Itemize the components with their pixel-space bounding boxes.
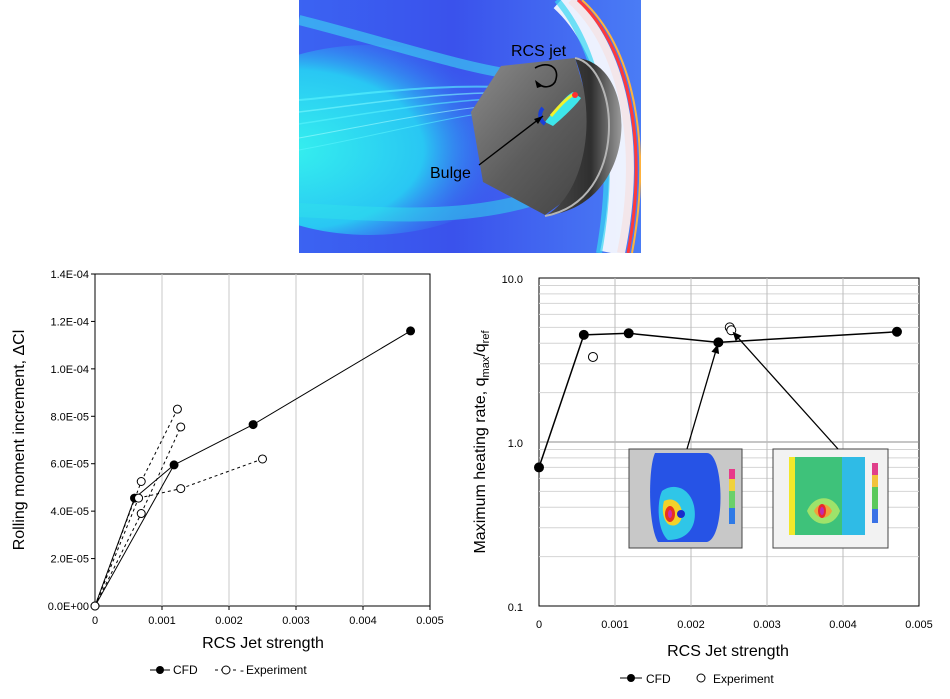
cfd-point (578, 329, 589, 340)
experiment-line-segment (140, 426, 182, 514)
y-axis-label-sub-ref: ref (480, 330, 492, 344)
curved-rotation-arrow-icon (534, 64, 558, 88)
y-axis-label-sub-max: max (480, 356, 492, 377)
y-axis-label: Rolling moment increment, ΔCl (11, 330, 28, 551)
svg-text:-: - (240, 663, 244, 677)
legend: CFD Experiment - (150, 663, 307, 677)
legend-cfd-marker (627, 674, 635, 682)
cfd-line-segment (628, 332, 719, 344)
x-tick-label: 0.002 (215, 615, 243, 627)
x-tick-label: 0.004 (349, 615, 377, 627)
experiment-line-segment (94, 497, 140, 607)
y-tick-label: 2.0E-05 (50, 554, 89, 566)
inset-surface-heating-map (628, 448, 743, 549)
experiment-point (134, 493, 144, 503)
x-axis-label: RCS Jet strength (667, 643, 789, 660)
experiment-line-segment (180, 458, 263, 490)
x-tick-label: 0.005 (416, 615, 444, 627)
experiment-point (136, 477, 146, 486)
x-tick-label: 0 (92, 615, 98, 627)
x-tick-label: 0.001 (148, 615, 176, 627)
x-tick-label: 0.005 (905, 619, 933, 631)
experiment-line-segment (138, 488, 181, 499)
x-tick-labels: 0 0.001 0.002 0.003 0.004 0.005 (92, 606, 444, 627)
experiment-line-segment (140, 408, 178, 482)
x-tick-labels: 0 0.001 0.002 0.003 0.004 0.005 (536, 619, 933, 631)
legend-cfd-label: CFD (646, 672, 671, 686)
legend-experiment-label: Experiment (713, 672, 774, 686)
legend: CFD Experiment (620, 672, 774, 686)
series-lines (538, 331, 898, 468)
y-axis-label-mid: /q (472, 343, 489, 356)
legend-cfd-marker (156, 666, 164, 674)
annotation-bulge: Bulge (430, 165, 471, 182)
experiment-line-segment (94, 513, 142, 607)
experiment-point (176, 484, 186, 494)
x-tick-label: 0.002 (677, 619, 705, 631)
experiment-point (90, 601, 100, 611)
chart-max-heating-rate: 0.1 1.0 10.0 0 0.001 0.002 0.003 0.004 0.005 RC… (472, 274, 933, 686)
inset-arrow-line (686, 348, 718, 450)
cfd-point (713, 337, 724, 348)
cfd-point (623, 328, 634, 339)
cfd-line-segment (173, 424, 254, 466)
experiment-point (587, 351, 598, 362)
cfd-point (406, 326, 416, 336)
cfd-line-segment (718, 331, 898, 344)
y-axis-label: Maximum heating rate, qmax/qref (472, 330, 492, 554)
legend-experiment-marker (696, 673, 706, 683)
x-tick-label: 0 (536, 619, 542, 631)
inset-pointer-arrows (686, 331, 839, 450)
x-tick-label: 0.003 (753, 619, 781, 631)
x-tick-label: 0.001 (601, 619, 629, 631)
series-markers (90, 326, 416, 611)
experiment-point (172, 404, 182, 414)
cfd-point (891, 326, 902, 337)
y-tick-label: 1.2E-04 (50, 316, 89, 328)
x-tick-label: 0.004 (829, 619, 857, 631)
capsule-rcs-jet-rendering: RCS jet Bulge (299, 0, 641, 253)
cfd-line-segment (134, 464, 175, 499)
cfd-point (248, 420, 258, 430)
x-axis-label: RCS Jet strength (202, 635, 324, 652)
inset-flowfield-heating-map (772, 448, 889, 549)
grid-lines (161, 274, 364, 606)
x-tick-label: 0.003 (282, 615, 310, 627)
y-tick-label: 1.0E-04 (50, 364, 89, 376)
experiment-point (176, 422, 186, 432)
y-tick-label: 0.1 (508, 602, 523, 614)
inset-arrow-line (735, 335, 839, 450)
experiment-point (136, 509, 146, 519)
chart-rolling-moment: 0.0E+00 2.0E-05 4.0E-05 6.0E-05 8.0E-05 1.0E-… (11, 269, 444, 677)
y-tick-labels: 0.0E+00 2.0E-05 4.0E-05 6.0E-05 8.0E-05 1.0E-… (48, 269, 95, 613)
cfd-line-segment (252, 330, 411, 426)
series-lines (94, 330, 411, 607)
inset-arrow-head (711, 344, 720, 355)
legend-cfd-label: CFD (173, 663, 198, 677)
plot-area-frame (94, 273, 431, 607)
cfd-point (534, 462, 544, 473)
y-axis-label-base: Maximum heating rate, q (472, 377, 489, 553)
experiment-point (258, 454, 267, 464)
annotation-rcs-jet: RCS jet (511, 43, 567, 60)
inset-arrow-head (732, 331, 742, 342)
series-markers (534, 322, 902, 473)
cfd-line-segment (583, 332, 629, 336)
y-tick-label: 10.0 (502, 274, 523, 286)
grid-lines (539, 278, 919, 606)
y-tick-label: 8.0E-05 (50, 411, 89, 423)
y-tick-label: 6.0E-05 (50, 459, 89, 471)
y-tick-label: 1.4E-04 (50, 269, 89, 281)
y-tick-label: 1.0 (508, 438, 523, 450)
cfd-line-segment (538, 334, 585, 468)
cfd-point (169, 460, 179, 470)
cfd-line-segment (94, 464, 175, 607)
y-tick-label: 0.0E+00 (48, 601, 89, 613)
y-tick-labels: 0.1 1.0 10.0 (502, 274, 523, 614)
legend-experiment-marker (221, 665, 231, 675)
y-tick-label: 4.0E-05 (50, 506, 89, 518)
legend-experiment-label: Experiment (246, 663, 307, 677)
